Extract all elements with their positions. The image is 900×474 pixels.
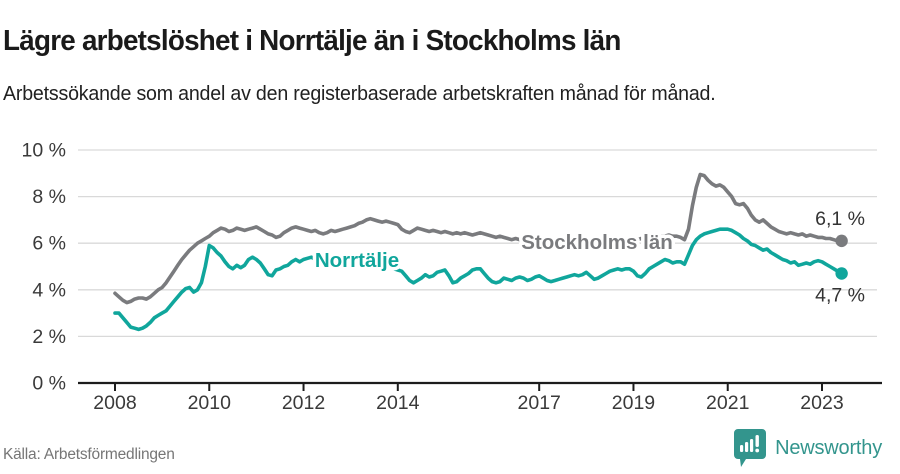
series-end-dot [835,234,848,248]
series-label-stockholm: Stockholms län [521,231,673,254]
chart-subtitle: Arbetssökande som andel av den registerb… [3,83,716,105]
x-tick-label: 2014 [376,392,420,414]
x-tick-label: 2010 [188,392,232,414]
y-tick-label: 2 % [32,326,66,348]
source-note: Källa: Arbetsförmedlingen [3,446,175,463]
newsworthy-bubble-icon [734,429,767,467]
y-tick-label: 10 % [22,140,66,162]
line-chart: 2008 2010 2012 2014 2017 2019 2021 2023 0 % 2 % 4 … [0,130,900,422]
y-tick-label: 6 % [32,233,66,255]
newsworthy-wordmark: Newsworthy [775,436,882,459]
series-line-norrtalje [113,227,844,332]
y-tick-label: 4 % [32,279,66,301]
chart-footer: Källa: Arbetsförmedlingen Newsworthy [0,426,900,468]
x-tick-label: 2012 [282,392,325,414]
series-line-stockholm [113,172,844,305]
x-tick-label: 2017 [518,392,561,414]
x-tick-label: 2021 [706,392,749,414]
chart-svg: 2008 2010 2012 2014 2017 2019 2021 2023 0 % 2 % 4 … [22,140,882,414]
series-label-norrtalje: Norrtälje [315,249,399,272]
y-tick-label: 8 % [32,186,66,208]
x-tick-label: 2019 [612,392,655,414]
series-end-value: 4,7 % [815,284,865,306]
series-end-value: 6,1 % [815,208,865,230]
page-title: Lägre arbetslöshet i Norrtälje än i Stoc… [3,25,621,58]
newsworthy-logo: Newsworthy [733,428,882,468]
series-end-dot [835,267,848,280]
x-tick-label: 2008 [93,392,136,414]
x-tick-label: 2023 [800,392,843,414]
y-tick-label: 0 % [32,373,66,395]
